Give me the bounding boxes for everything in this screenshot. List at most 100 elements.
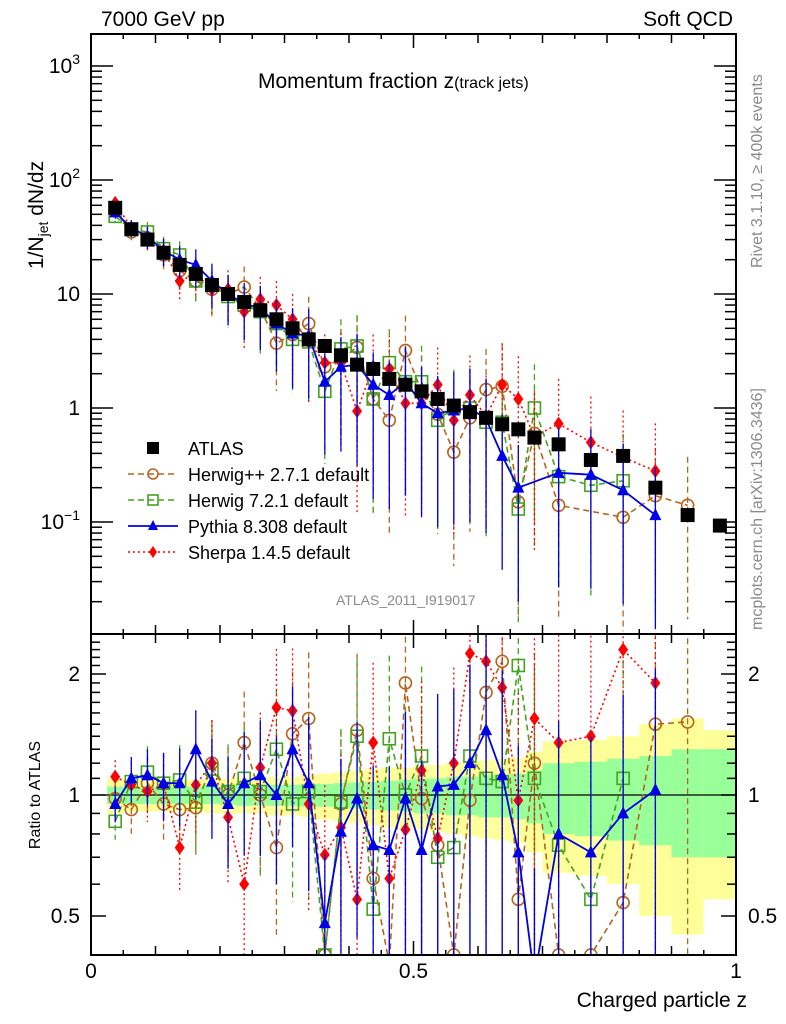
data-point (553, 416, 564, 431)
ratio-data-point (141, 768, 154, 781)
x-tick-label: 0 (85, 960, 97, 983)
data-point (616, 448, 631, 463)
data-point (431, 406, 444, 419)
legend-label: Herwig++ 2.7.1 default (188, 465, 369, 485)
ratio-series-line (114, 665, 624, 955)
data-point (512, 480, 525, 493)
data-point (318, 374, 331, 387)
data-point (221, 287, 236, 301)
data-point (496, 448, 509, 461)
y-axis-label: 1/Njet dN/dz (25, 161, 51, 269)
y-tick-label: 102 (49, 165, 80, 192)
data-point (237, 295, 252, 310)
ratio-data-point (157, 776, 170, 789)
data-point (189, 257, 202, 270)
data-point (495, 417, 510, 432)
y-tick-label: 103 (49, 51, 80, 78)
x-tick-label: 0.5 (399, 960, 428, 983)
ratio-y-tick-label-left: 1 (68, 784, 80, 807)
rivet-version-label: Rivet 3.1.10, ≥ 400k events (749, 74, 766, 268)
ratio-data-point (302, 776, 315, 789)
ratio-data-point (511, 658, 526, 673)
ratio-data-point (173, 776, 186, 789)
ratio-data-point (584, 845, 597, 858)
y-tick-label: 10 (57, 283, 80, 306)
data-point (648, 480, 663, 495)
data-point (188, 266, 203, 281)
data-point (334, 359, 347, 372)
ratio-data-point (528, 971, 540, 983)
data-point (430, 391, 445, 406)
legend-label: Herwig 7.2.1 default (188, 491, 348, 511)
data-point (366, 361, 381, 376)
legend-entry: Herwig++ 2.7.1 default (128, 465, 369, 485)
legend-entry: Pythia 8.308 default (128, 517, 347, 537)
ratio-data-point (254, 768, 267, 781)
data-point (513, 391, 524, 406)
ratio-data-point (399, 791, 412, 804)
ratio-data-point (431, 779, 444, 792)
plot-title-suffix: (track jets) (454, 75, 529, 92)
data-point (156, 245, 171, 260)
legend-label: Sherpa 1.4.5 default (188, 543, 350, 563)
series-atlas (108, 200, 727, 533)
ratio-data-point (585, 729, 596, 744)
ratio-y-tick-label-right: 0.5 (748, 905, 777, 928)
data-point (583, 452, 598, 467)
ratio-data-point (415, 842, 428, 855)
ratio-data-point (495, 654, 509, 669)
data-point (680, 508, 695, 523)
ratio-series-line (114, 658, 688, 955)
data-point (172, 257, 187, 272)
stat-uncertainty-band (703, 749, 736, 858)
ratio-data-point (617, 806, 630, 819)
ratio-data-point (463, 756, 476, 769)
ratio-data-point (464, 646, 475, 661)
ratio-data-point (318, 916, 331, 929)
data-point (382, 371, 397, 386)
energy-label: 7000 GeV pp (101, 8, 225, 31)
legend-entry: Herwig 7.2.1 default (128, 491, 348, 511)
category-label: Soft QCD (643, 8, 733, 31)
ratio-data-point (398, 676, 413, 690)
x-axis-label: Charged particle z (577, 989, 747, 1012)
data-point (317, 338, 332, 353)
ratio-data-point (552, 826, 565, 839)
legend-label: ATLAS (188, 439, 244, 459)
ratio-data-point (174, 840, 185, 855)
ratio-data-point (383, 958, 395, 970)
ratio-data-point (270, 788, 283, 800)
ratio-y-tick-label-left: 2 (68, 663, 80, 686)
ratio-y-tick-label-right: 2 (748, 663, 760, 686)
ratio-data-point (512, 845, 525, 858)
data-point (204, 277, 219, 292)
ratio-data-point (222, 796, 235, 809)
ratio-data-point (649, 782, 662, 795)
x-tick-label: 1 (730, 960, 742, 983)
series-line (114, 202, 656, 472)
data-point (552, 465, 565, 478)
ratio-data-point (189, 742, 202, 755)
legend-marker (147, 494, 159, 506)
data-point (446, 398, 461, 413)
ratio-data-point (480, 723, 493, 736)
ratio-data-point (447, 777, 460, 790)
plot-title: Momentum fraction z(track jets) (258, 70, 529, 93)
data-point (367, 377, 380, 390)
ratio-data-point (529, 711, 540, 726)
legend-marker (149, 546, 157, 558)
data-point (649, 508, 662, 521)
data-point (253, 303, 268, 318)
ratio-y-tick-label-right: 1 (748, 784, 760, 807)
data-point (527, 430, 542, 445)
plot-title-main: Momentum fraction z (258, 70, 454, 93)
main-series-layer (108, 195, 727, 632)
ratio-data-point (239, 877, 250, 892)
data-point (269, 312, 284, 327)
ratio-data-point (109, 796, 122, 809)
data-point (398, 377, 413, 392)
data-point (333, 348, 348, 363)
ratio-data-point (238, 776, 251, 789)
